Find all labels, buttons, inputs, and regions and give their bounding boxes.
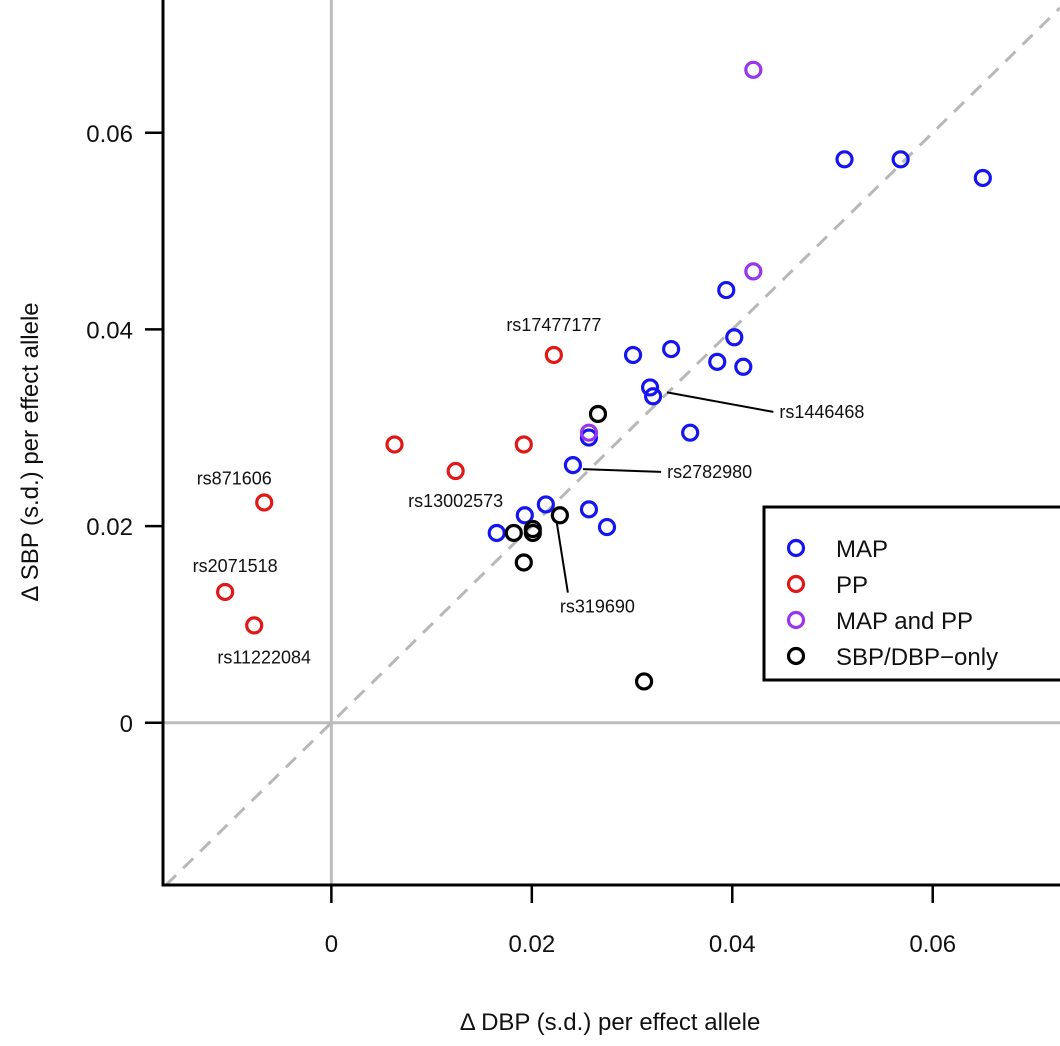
data-point <box>579 500 599 519</box>
annotation-leader <box>582 468 662 473</box>
legend-marker <box>786 538 806 558</box>
data-point <box>744 60 763 79</box>
data-point <box>216 582 235 602</box>
y-tick-label: 0.02 <box>86 514 133 541</box>
annotation-leader <box>666 391 774 413</box>
data-point <box>973 168 992 188</box>
data-point <box>835 150 854 169</box>
legend-label: MAP <box>836 536 888 563</box>
data-point <box>734 357 753 376</box>
annotation-label: rs319690 <box>560 597 635 617</box>
annotation-label: rs11222084 <box>217 647 311 667</box>
legend-label: SBP/DBP−only <box>836 644 998 671</box>
x-axis-label: Δ DBP (s.d.) per effect allele <box>460 1009 761 1036</box>
annotation-label: rs2071518 <box>193 556 278 576</box>
y-tick-label: 0.06 <box>86 121 133 148</box>
data-point <box>245 616 264 635</box>
data-point <box>504 523 523 543</box>
annotation-group: rs17477177 rs1446468 rs2782980 rs13002573 rs… <box>193 315 865 667</box>
legend-label: MAP and PP <box>836 608 973 635</box>
x-tick-label: 0.02 <box>508 931 555 958</box>
x-tick-label: 0.06 <box>909 931 956 958</box>
annotation-label: rs17477177 <box>506 315 601 335</box>
tick-group: 0 0.02 0.04 0.06 0 0.02 0.04 0.06 <box>86 121 956 958</box>
y-tick-label: 0.04 <box>86 317 133 344</box>
data-point <box>681 423 700 442</box>
annotation-label: rs871606 <box>197 468 272 488</box>
data-points <box>216 60 992 691</box>
annotation-label: rs2782980 <box>667 462 752 482</box>
legend-label: PP <box>836 572 868 599</box>
data-point <box>515 506 534 525</box>
data-point <box>634 672 654 691</box>
data-point <box>563 456 583 475</box>
identity-line <box>164 6 1060 887</box>
annotation-label: rs13002573 <box>408 491 503 511</box>
x-tick-label: 0 <box>325 931 338 958</box>
data-point <box>385 435 404 454</box>
data-point <box>588 404 608 424</box>
data-point <box>717 280 736 300</box>
data-point <box>579 423 599 442</box>
annotation-label: rs1446468 <box>779 402 864 422</box>
data-point <box>514 435 533 454</box>
data-point <box>255 493 274 512</box>
legend-box <box>762 505 1060 682</box>
legend-marker <box>786 574 806 594</box>
legend: MAP PP MAP and PP SBP/DBP−only <box>762 505 1060 682</box>
data-point <box>550 506 569 525</box>
axes <box>161 0 1060 887</box>
data-point <box>744 262 763 281</box>
data-point <box>662 339 681 359</box>
data-point <box>487 523 506 543</box>
data-point <box>623 345 643 365</box>
legend-marker <box>786 610 806 630</box>
y-tick-label: 0 <box>120 711 133 738</box>
data-point <box>708 352 727 371</box>
y-axis-label: Δ SBP (s.d.) per effect allele <box>17 302 44 601</box>
data-point <box>446 461 465 481</box>
data-point <box>643 387 663 406</box>
legend-marker <box>786 646 806 666</box>
data-point <box>514 553 533 572</box>
data-point <box>725 328 744 347</box>
annotation-leader <box>555 523 569 593</box>
data-point <box>523 519 542 539</box>
reference-lines <box>163 0 1060 887</box>
data-point <box>891 150 910 169</box>
data-point <box>640 378 660 397</box>
x-tick-label: 0.04 <box>709 931 756 958</box>
data-point <box>536 495 555 514</box>
data-point <box>597 517 617 537</box>
data-point <box>544 345 563 365</box>
